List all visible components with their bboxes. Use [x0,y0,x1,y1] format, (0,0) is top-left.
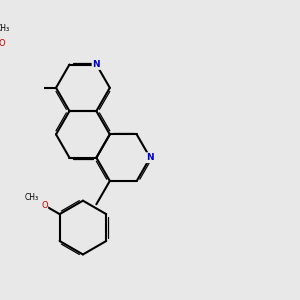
Text: N: N [92,60,100,69]
Text: O: O [41,201,48,210]
Text: CH₃: CH₃ [0,24,9,33]
Text: O: O [0,39,5,48]
Text: N: N [146,153,154,162]
Text: CH₃: CH₃ [25,194,39,202]
